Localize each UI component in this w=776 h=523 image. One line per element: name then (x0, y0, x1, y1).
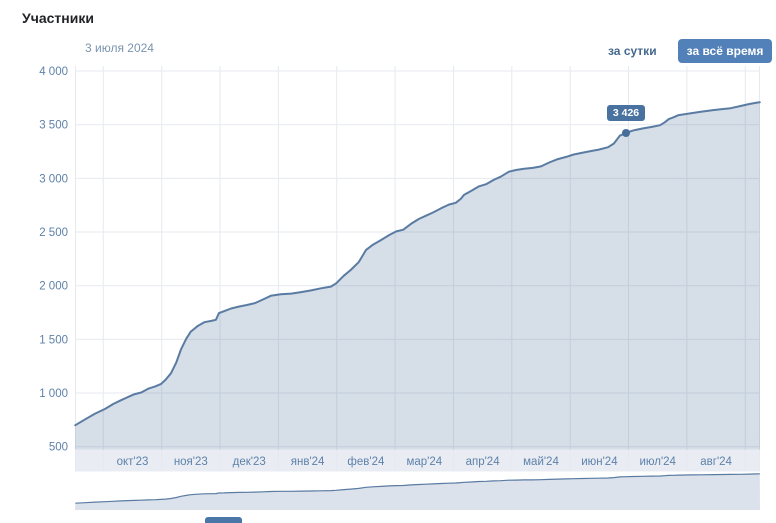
x-axis-labels: окт'23 ноя'23 дек'23 янв'24 фев'24 мар'24 апр'… (117, 456, 733, 468)
svg-text:3 000: 3 000 (39, 173, 68, 185)
x-axis-strip (75, 449, 760, 472)
legend-button-cutoff[interactable] (205, 517, 242, 523)
svg-text:янв'24: янв'24 (291, 456, 325, 468)
svg-text:окт'23: окт'23 (117, 456, 149, 468)
members-line (74, 101, 761, 427)
svg-text:фев'24: фев'24 (347, 456, 385, 468)
svg-text:1 000: 1 000 (39, 388, 68, 400)
minimap-area (75, 473, 760, 510)
svg-text:июн'24: июн'24 (581, 456, 618, 468)
y-axis-labels: 4 000 3 500 3 000 2 500 2 000 1 500 1 000 500 (39, 66, 68, 454)
vertical-gridlines (75, 66, 760, 472)
svg-text:1 500: 1 500 (39, 334, 68, 346)
range-alltime-button[interactable]: за всё время (678, 39, 772, 63)
svg-text:2 500: 2 500 (39, 227, 68, 239)
svg-text:ноя'23: ноя'23 (174, 456, 208, 468)
range-day-button[interactable]: за сутки (608, 44, 657, 58)
svg-text:дек'23: дек'23 (233, 456, 266, 468)
svg-text:апр'24: апр'24 (466, 456, 501, 468)
svg-text:2 000: 2 000 (39, 281, 68, 293)
svg-text:авг'24: авг'24 (700, 456, 732, 468)
svg-text:4 000: 4 000 (39, 66, 68, 78)
members-area (75, 102, 760, 450)
svg-text:июл'24: июл'24 (639, 456, 676, 468)
svg-text:500: 500 (49, 442, 68, 454)
svg-text:май'24: май'24 (523, 456, 559, 468)
hovered-date-label: 3 июля 2024 (85, 41, 154, 55)
svg-text:мар'24: мар'24 (406, 456, 442, 468)
chart-hover-point (622, 129, 630, 137)
page-title: Участники (22, 10, 94, 26)
svg-text:3 500: 3 500 (39, 120, 68, 132)
horizontal-gridlines (75, 70, 760, 448)
minimap-brush[interactable] (75, 473, 760, 510)
chart-tooltip: 3 426 (607, 105, 645, 121)
minimap-line (75, 473, 760, 504)
